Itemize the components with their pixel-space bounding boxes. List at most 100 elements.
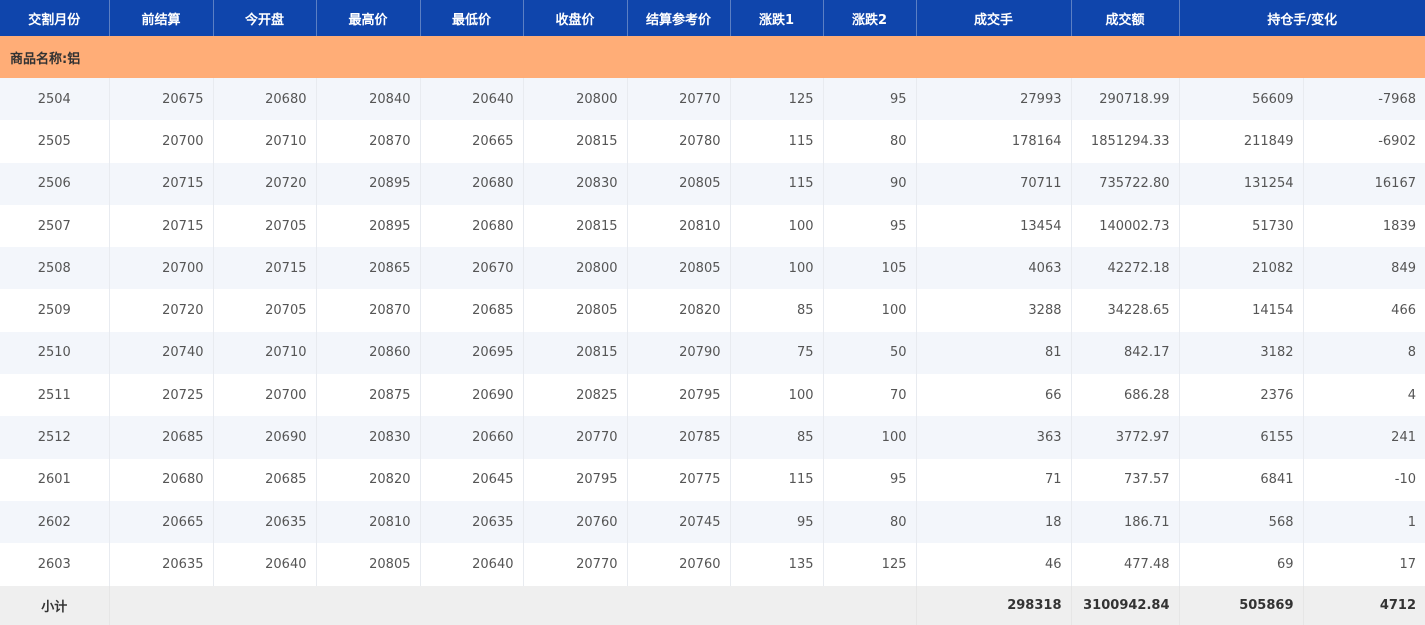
cell-change1: 75 — [730, 331, 824, 375]
cell-open: 20685 — [213, 458, 317, 501]
cell-close: 20815 — [523, 331, 628, 375]
cell-prev-settle: 20715 — [109, 204, 214, 248]
subtotal-row: 小计 298318 3100942.84 505869 4712 — [0, 585, 1425, 625]
cell-open-interest: 568 — [1179, 500, 1304, 544]
cell-change2: 95 — [823, 204, 917, 248]
cell-close: 20805 — [523, 289, 628, 332]
col-header-open: 今开盘 — [213, 0, 317, 36]
cell-change2: 90 — [823, 162, 917, 205]
cell-high: 20870 — [316, 289, 421, 332]
cell-delivery-month: 2508 — [0, 247, 110, 290]
cell-change1: 85 — [730, 416, 824, 459]
col-header-open-interest: 持仓手/变化 — [1179, 0, 1425, 36]
cell-open: 20680 — [213, 78, 317, 121]
cell-settle-ref: 20785 — [627, 416, 731, 459]
subtotal-oi-change: 4712 — [1303, 585, 1425, 625]
table-row: 2508 20700 20715 20865 20670 20800 20805 100 105… — [0, 247, 1425, 290]
cell-open: 20710 — [213, 331, 317, 375]
cell-delivery-month: 2603 — [0, 543, 110, 586]
cell-prev-settle: 20720 — [109, 289, 214, 332]
cell-turnover: 42272.18 — [1071, 247, 1180, 290]
cell-volume: 178164 — [916, 120, 1072, 163]
cell-turnover: 140002.73 — [1071, 204, 1180, 248]
cell-turnover: 735722.80 — [1071, 162, 1180, 205]
cell-high: 20860 — [316, 331, 421, 375]
cell-open-interest: 6155 — [1179, 416, 1304, 459]
header-row: 交割月份 前结算 今开盘 最高价 最低价 收盘价 结算参考价 涨跌1 涨跌2 成… — [0, 0, 1425, 36]
col-header-high: 最高价 — [316, 0, 421, 36]
cell-prev-settle: 20635 — [109, 543, 214, 586]
cell-open-interest: 6841 — [1179, 458, 1304, 501]
cell-settle-ref: 20780 — [627, 120, 731, 163]
col-header-close: 收盘价 — [523, 0, 628, 36]
cell-delivery-month: 2512 — [0, 416, 110, 459]
subtotal-open-interest: 505869 — [1179, 585, 1304, 625]
cell-close: 20760 — [523, 500, 628, 544]
cell-delivery-month: 2601 — [0, 458, 110, 501]
cell-volume: 71 — [916, 458, 1072, 501]
cell-high: 20895 — [316, 162, 421, 205]
cell-open: 20710 — [213, 120, 317, 163]
col-header-change2: 涨跌2 — [823, 0, 917, 36]
cell-close: 20830 — [523, 162, 628, 205]
table-row: 2603 20635 20640 20805 20640 20770 20760 135 125… — [0, 543, 1425, 586]
cell-prev-settle: 20665 — [109, 500, 214, 544]
cell-change2: 80 — [823, 120, 917, 163]
cell-open: 20715 — [213, 247, 317, 290]
cell-settle-ref: 20795 — [627, 374, 731, 417]
subtotal-turnover: 3100942.84 — [1071, 585, 1180, 625]
cell-low: 20645 — [420, 458, 524, 501]
cell-open: 20705 — [213, 204, 317, 248]
cell-settle-ref: 20810 — [627, 204, 731, 248]
table-row: 2602 20665 20635 20810 20635 20760 20745 95 80 18… — [0, 500, 1425, 544]
cell-high: 20820 — [316, 458, 421, 501]
cell-change1: 100 — [730, 204, 824, 248]
cell-settle-ref: 20805 — [627, 247, 731, 290]
cell-close: 20795 — [523, 458, 628, 501]
cell-open-interest: 211849 — [1179, 120, 1304, 163]
cell-open: 20640 — [213, 543, 317, 586]
cell-open: 20690 — [213, 416, 317, 459]
cell-volume: 3288 — [916, 289, 1072, 332]
table-row: 2510 20740 20710 20860 20695 20815 20790 75 50 81… — [0, 331, 1425, 375]
cell-settle-ref: 20745 — [627, 500, 731, 544]
cell-delivery-month: 2505 — [0, 120, 110, 163]
cell-turnover: 686.28 — [1071, 374, 1180, 417]
cell-high: 20805 — [316, 543, 421, 586]
cell-oi-change: 241 — [1303, 416, 1425, 459]
col-header-prev-settle: 前结算 — [109, 0, 214, 36]
cell-close: 20800 — [523, 247, 628, 290]
cell-oi-change: 8 — [1303, 331, 1425, 375]
cell-change2: 80 — [823, 500, 917, 544]
cell-oi-change: -6902 — [1303, 120, 1425, 163]
cell-delivery-month: 2509 — [0, 289, 110, 332]
cell-low: 20680 — [420, 162, 524, 205]
cell-prev-settle: 20675 — [109, 78, 214, 121]
cell-change2: 95 — [823, 78, 917, 121]
cell-volume: 27993 — [916, 78, 1072, 121]
cell-prev-settle: 20740 — [109, 331, 214, 375]
cell-high: 20870 — [316, 120, 421, 163]
table-row: 2506 20715 20720 20895 20680 20830 20805 115 90 7… — [0, 162, 1425, 205]
cell-change2: 70 — [823, 374, 917, 417]
cell-oi-change: 1 — [1303, 500, 1425, 544]
cell-turnover: 477.48 — [1071, 543, 1180, 586]
cell-turnover: 186.71 — [1071, 500, 1180, 544]
cell-volume: 13454 — [916, 204, 1072, 248]
cell-oi-change: 466 — [1303, 289, 1425, 332]
table-row: 2512 20685 20690 20830 20660 20770 20785 85 100 3… — [0, 416, 1425, 459]
cell-change2: 125 — [823, 543, 917, 586]
cell-prev-settle: 20700 — [109, 247, 214, 290]
cell-change1: 100 — [730, 374, 824, 417]
cell-low: 20695 — [420, 331, 524, 375]
cell-settle-ref: 20820 — [627, 289, 731, 332]
cell-oi-change: -10 — [1303, 458, 1425, 501]
cell-close: 20800 — [523, 78, 628, 121]
cell-high: 20830 — [316, 416, 421, 459]
cell-turnover: 3772.97 — [1071, 416, 1180, 459]
cell-open: 20635 — [213, 500, 317, 544]
cell-oi-change: 849 — [1303, 247, 1425, 290]
cell-close: 20770 — [523, 416, 628, 459]
cell-settle-ref: 20760 — [627, 543, 731, 586]
cell-low: 20690 — [420, 374, 524, 417]
